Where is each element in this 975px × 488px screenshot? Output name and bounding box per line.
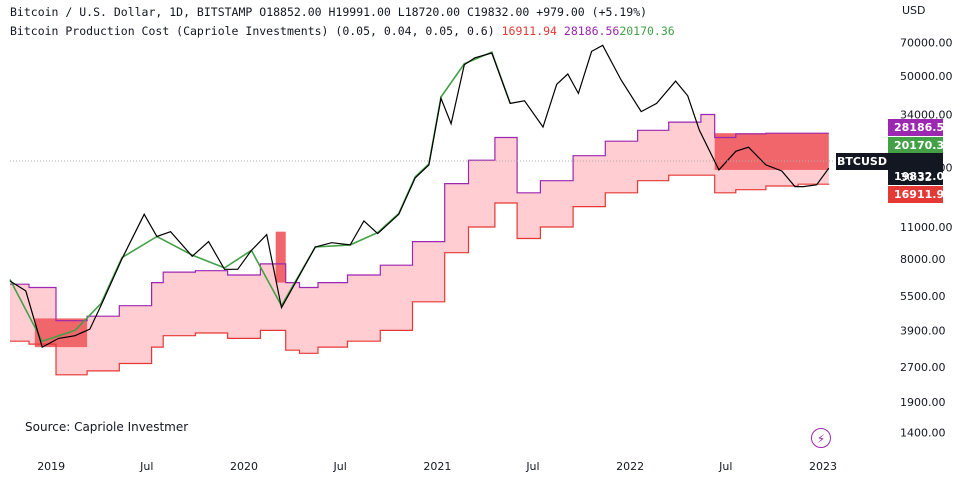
y-tick-label: 8000.00	[900, 253, 946, 266]
open-value: O18852.00	[259, 5, 322, 19]
x-tick-label: 2023	[809, 460, 837, 473]
y-tick-label: 11000.00	[900, 221, 953, 234]
series-purple-line	[10, 113, 829, 322]
svg-text:20170.36: 20170.36	[894, 139, 952, 152]
svg-text:16911.94: 16911.94	[894, 188, 952, 201]
btcusd-label-badge: BTCUSD	[836, 153, 888, 170]
source-caption: Source: Capriole Investmer	[25, 420, 189, 434]
y-tick-label: 3900.00	[900, 324, 946, 337]
badge-purple-value: 28186.56	[888, 119, 952, 136]
x-tick-label: 2022	[616, 460, 644, 473]
indicator-green-value: 20170.36	[619, 24, 675, 38]
symbol-legend[interactable]: Bitcoin / U.S. Dollar, 1D, BITSTAMP O188…	[10, 5, 647, 19]
currency-label: USD	[902, 4, 926, 17]
x-tick-label: Jul	[139, 460, 153, 473]
badge-red-value: 16911.94	[888, 186, 952, 203]
badge-price: 19832.00	[888, 153, 952, 185]
x-tick-label: Jul	[718, 460, 732, 473]
series-price-line	[9, 44, 830, 348]
x-tick-label: Jul	[333, 460, 347, 473]
x-tick-label: 2019	[37, 460, 65, 473]
symbol-title: Bitcoin / U.S. Dollar, 1D, BITSTAMP	[10, 5, 253, 19]
close-value: C19832.00	[467, 5, 530, 19]
indicator-purple-value: 28186.56	[563, 24, 620, 38]
y-tick-label: 1400.00	[900, 427, 946, 440]
svg-text:19832.00: 19832.00	[894, 170, 952, 183]
cost-excess-fill	[34, 318, 88, 348]
indicator-legend[interactable]: Bitcoin Production Cost (Capriole Invest…	[10, 24, 675, 38]
lightning-icon[interactable]: ⚡	[811, 428, 831, 448]
y-tick-label: 1900.00	[900, 396, 946, 409]
series-red-line	[10, 174, 830, 376]
y-tick-label: 50000.00	[900, 70, 953, 83]
low-value: L18720.00	[397, 5, 461, 19]
svg-text:28186.56: 28186.56	[894, 121, 952, 134]
indicator-red-value: 16911.94	[501, 24, 557, 38]
y-tick-label: 34000.00	[900, 108, 953, 121]
high-value: H19991.00	[328, 5, 391, 19]
countdown-text: 30:32	[900, 171, 932, 184]
cost-excess-fill	[275, 231, 286, 283]
change-value: +979.00 (+5.19%)	[536, 5, 648, 19]
y-tick-label: 70000.00	[900, 36, 953, 49]
y-tick-label: 2700.00	[900, 361, 946, 374]
svg-text:BTCUSD: BTCUSD	[837, 155, 887, 168]
badge-green-value: 20170.36	[888, 137, 952, 154]
cost-band-fill	[10, 114, 829, 375]
y-tick-label: 5500.00	[900, 290, 946, 303]
x-tick-label: Jul	[525, 460, 539, 473]
x-tick-label: 2021	[423, 460, 451, 473]
x-tick-label: 2020	[230, 460, 258, 473]
cost-excess-fill	[714, 133, 829, 170]
indicator-title: Bitcoin Production Cost (Capriole Invest…	[10, 24, 495, 38]
